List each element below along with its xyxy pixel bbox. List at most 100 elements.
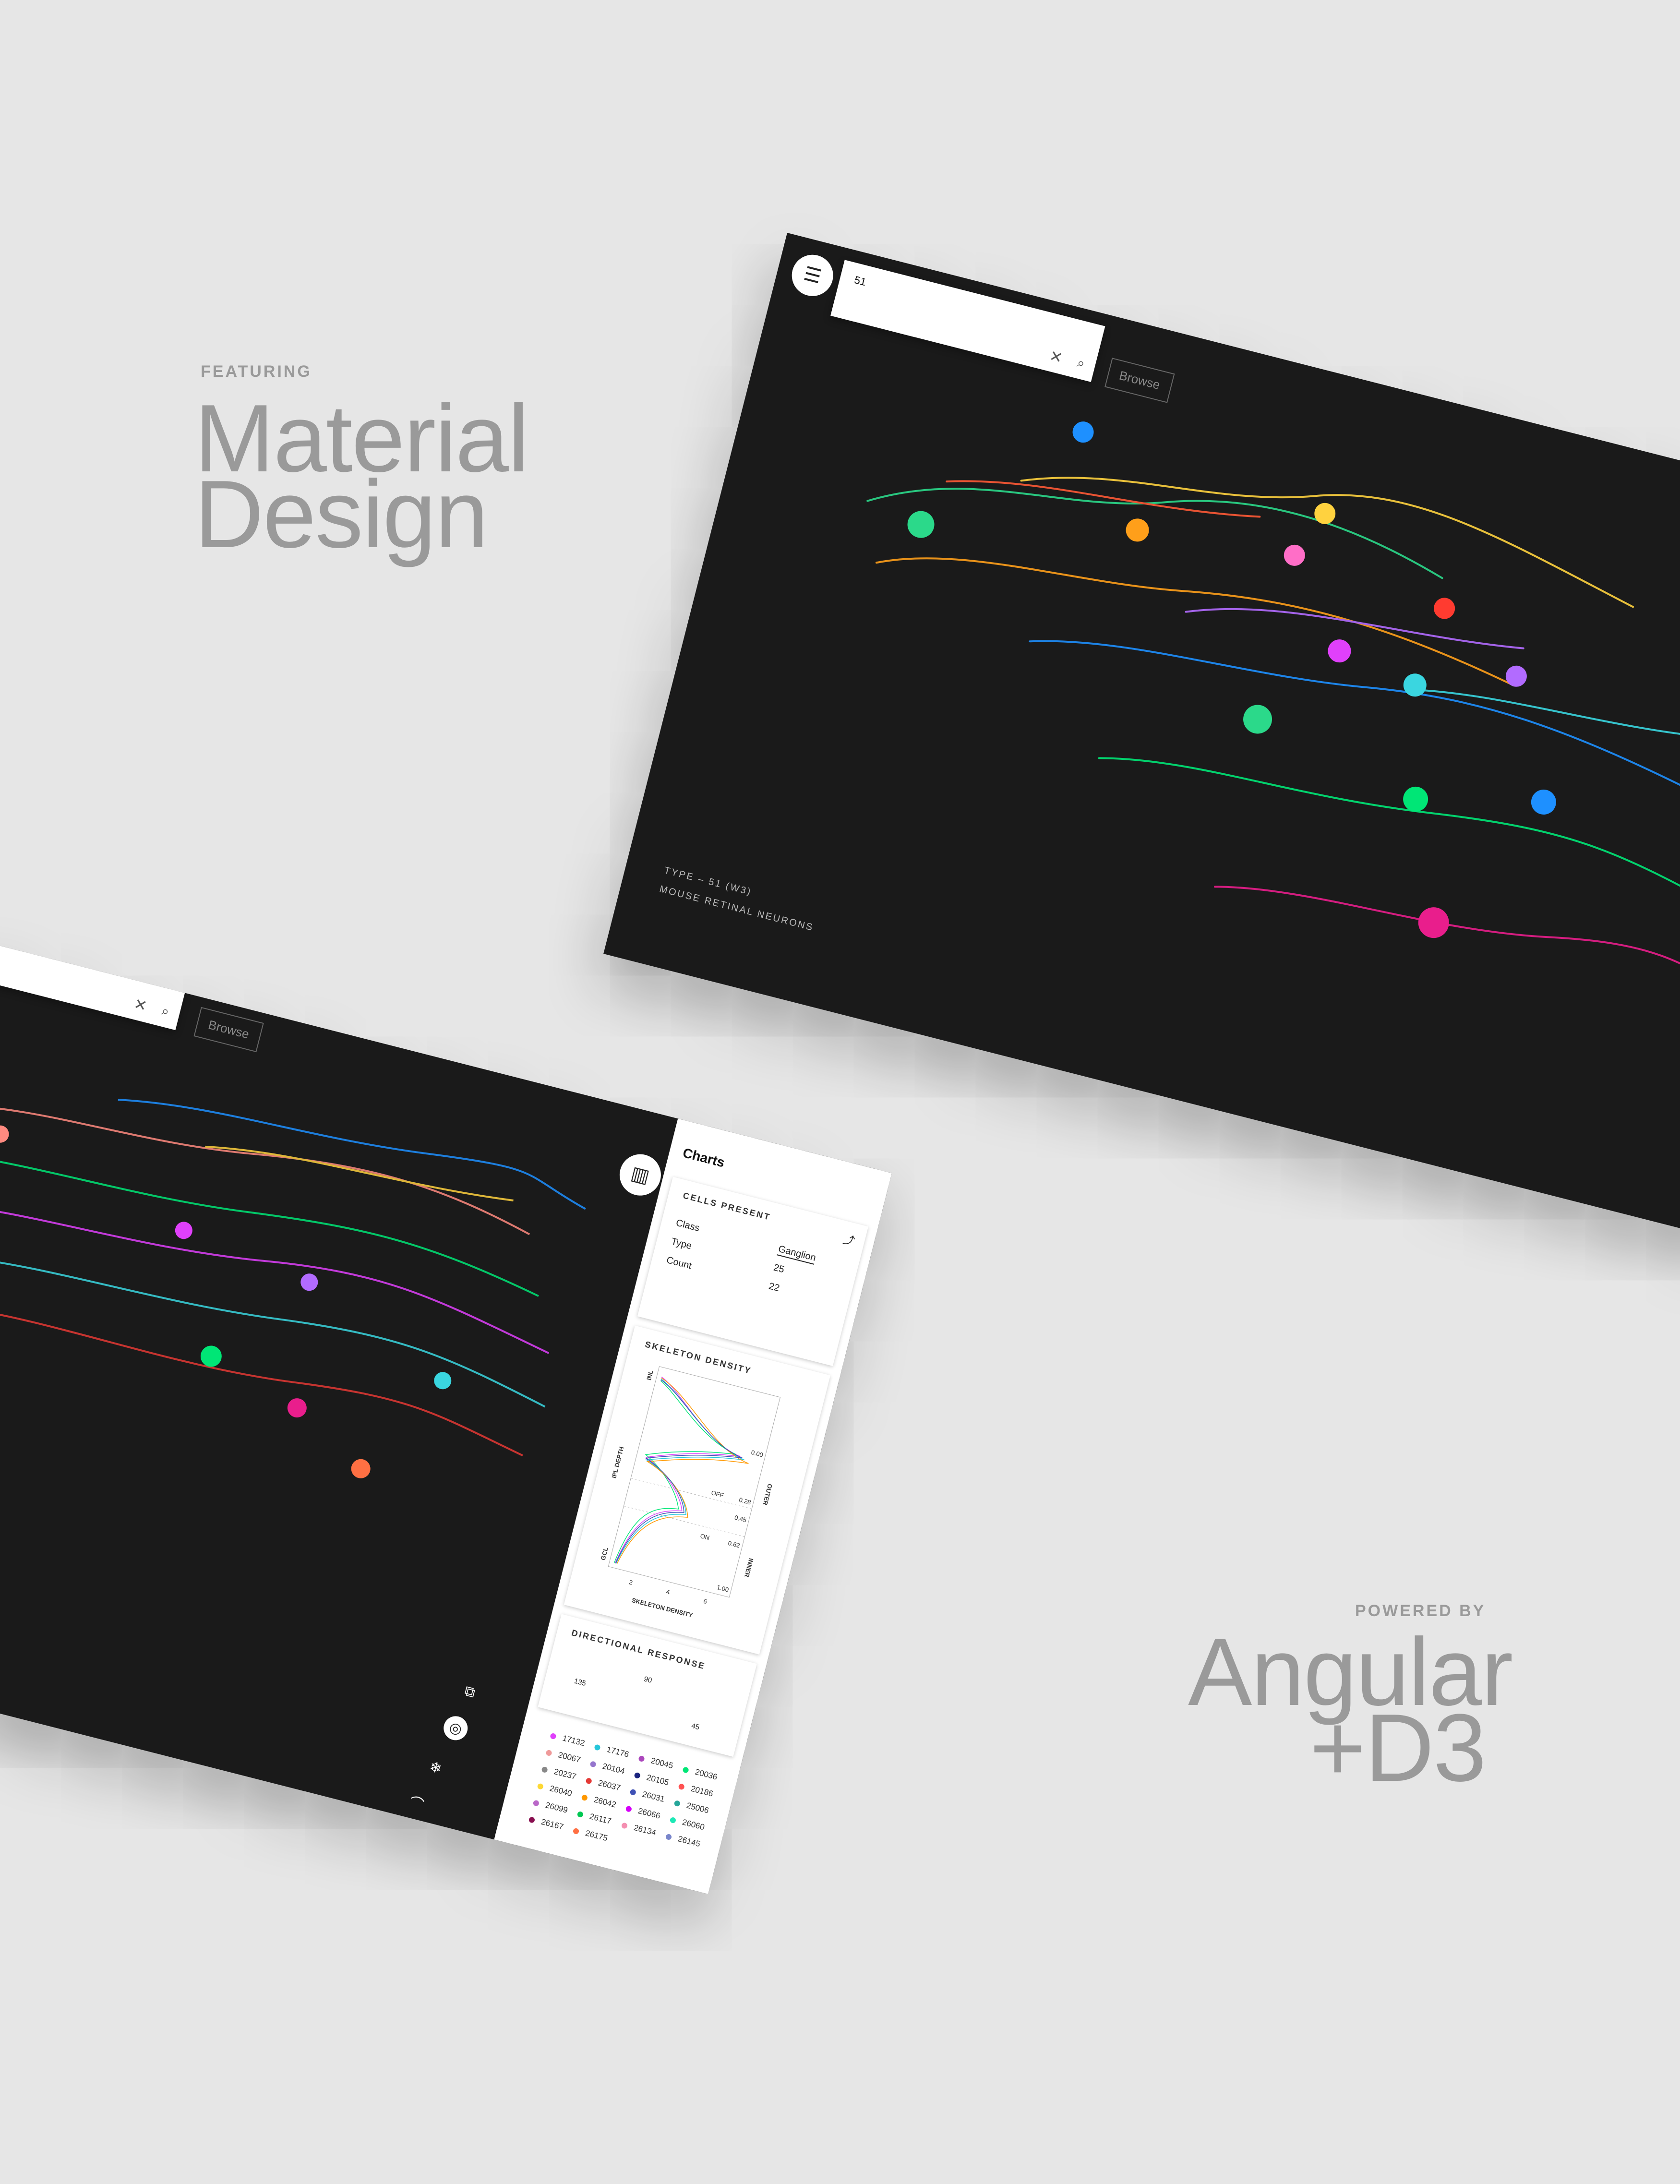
charts-title: Charts — [681, 1145, 727, 1170]
search-input-value[interactable]: 51 — [853, 274, 868, 288]
legend-swatch — [545, 1749, 552, 1756]
legend-label: 26060 — [681, 1817, 706, 1832]
search-icon[interactable]: ⌕ — [160, 1003, 171, 1020]
gcl-label: GCL — [599, 1547, 609, 1561]
inner-label: INNER — [743, 1558, 755, 1578]
legend-item[interactable]: 26031 — [629, 1787, 666, 1804]
legend-item[interactable]: 20036 — [682, 1764, 719, 1782]
class-value[interactable]: Ganglion — [777, 1243, 817, 1265]
legend-item[interactable]: 26117 — [576, 1809, 612, 1826]
legend-label: 20067 — [557, 1750, 582, 1765]
legend-label: 20186 — [690, 1784, 714, 1799]
ipl-depth-label: IPL DEPTH — [610, 1446, 625, 1479]
legend-label: 17132 — [561, 1733, 586, 1748]
legend-item[interactable]: 20104 — [589, 1758, 626, 1776]
legend-swatch — [678, 1783, 685, 1790]
legend-item[interactable]: 26040 — [537, 1781, 573, 1799]
powered-title-line1: Angular — [1188, 1619, 1513, 1726]
x-tick-2: 2 — [628, 1578, 634, 1586]
legend-label: 26066 — [637, 1806, 661, 1821]
legend-item[interactable]: 26037 — [585, 1775, 622, 1793]
legend-swatch — [625, 1805, 633, 1812]
legend-item[interactable]: 26134 — [621, 1820, 657, 1837]
bar-chart-icon: ▥ — [629, 1162, 652, 1188]
legend-item[interactable]: 20186 — [678, 1781, 714, 1799]
legend-item[interactable]: 20067 — [545, 1747, 581, 1765]
legend-label: 26042 — [593, 1795, 617, 1810]
powered-title: Angular +D3 — [1188, 1619, 1513, 1796]
close-icon[interactable]: ✕ — [132, 995, 149, 1015]
y-tick-1: 0.28 — [738, 1496, 752, 1506]
legend-swatch — [669, 1816, 677, 1824]
export-icon[interactable]: ⤴ — [841, 1233, 856, 1248]
legend-item[interactable]: 17176 — [593, 1741, 630, 1759]
inl-label: INL — [645, 1369, 655, 1381]
featuring-title-line1: Material — [194, 385, 529, 492]
search-icon[interactable]: ⌕ — [1075, 355, 1087, 372]
legend-label: 26117 — [588, 1812, 612, 1826]
legend-label: 26175 — [584, 1828, 609, 1843]
legend-swatch — [550, 1732, 557, 1740]
close-icon[interactable]: ✕ — [1047, 347, 1065, 367]
y-tick-3: 0.62 — [727, 1539, 741, 1549]
legend-label: 20045 — [649, 1756, 674, 1771]
legend-item[interactable]: 25006 — [673, 1798, 710, 1815]
featuring-title-line2: Design — [194, 461, 489, 568]
type-value: 25 — [772, 1262, 786, 1275]
legend-label: 26145 — [677, 1834, 701, 1849]
angle-45: 45 — [690, 1721, 701, 1732]
legend-swatch — [532, 1799, 540, 1807]
legend-swatch — [541, 1766, 549, 1773]
legend-swatch — [537, 1782, 544, 1790]
legend-item[interactable]: 26175 — [572, 1825, 609, 1843]
legend-swatch — [673, 1800, 681, 1807]
hamburger-icon: ☰ — [801, 263, 824, 288]
neuron-render[interactable] — [603, 233, 1680, 1238]
legend-item[interactable]: 26099 — [532, 1797, 569, 1815]
count-label: Count — [665, 1255, 693, 1272]
legend-label: 26040 — [549, 1783, 573, 1799]
legend-label: 20105 — [646, 1773, 670, 1788]
legend-label: 20104 — [601, 1761, 626, 1776]
charts-screen: ✕ ⌕ Browse ⧉ ◎ ❄ ⌒ ▥ Charts CELLS PRESEN… — [0, 936, 892, 1894]
legend-swatch — [581, 1794, 588, 1801]
legend-swatch — [621, 1822, 628, 1829]
class-label: Class — [674, 1217, 701, 1234]
charts-panel: Charts CELLS PRESENT ⤴ Class Type Count … — [494, 1118, 892, 1894]
legend-item[interactable]: 26145 — [665, 1831, 701, 1849]
angle-90: 90 — [643, 1675, 653, 1685]
off-label: OFF — [710, 1489, 724, 1499]
legend-item[interactable]: 26042 — [581, 1792, 617, 1810]
legend-item[interactable]: 26060 — [669, 1814, 706, 1832]
powered-eyebrow: POWERED BY — [1355, 1602, 1486, 1620]
outer-label: OUTER — [761, 1483, 774, 1506]
legend-item[interactable]: 26066 — [625, 1803, 661, 1821]
legend-item[interactable]: 17132 — [549, 1730, 586, 1748]
angle-135: 135 — [573, 1677, 587, 1688]
y-tick-4: 1.00 — [716, 1584, 730, 1594]
legend-swatch — [638, 1755, 645, 1762]
skeleton-density-card: SKELETON DENSITY INL GCL IPL DEPTH SKELE… — [564, 1325, 830, 1655]
legend-item[interactable]: 20237 — [541, 1764, 577, 1782]
legend-swatch — [634, 1772, 641, 1779]
legend-label: 25006 — [685, 1800, 710, 1815]
legend-item[interactable]: 20045 — [637, 1753, 674, 1771]
legend-swatch — [682, 1766, 690, 1774]
cells-present-heading: CELLS PRESENT — [682, 1190, 772, 1223]
legend-label: 20237 — [553, 1767, 577, 1782]
neuron-viewer-screen: ☰ 51 ✕ ⌕ Browse TYPE – 51 (W3) MOUSE RET… — [603, 233, 1680, 1238]
legend-label: 17176 — [605, 1744, 630, 1759]
legend-label: 26134 — [633, 1823, 657, 1837]
legend-label: 26037 — [597, 1778, 622, 1793]
legend-label: 20036 — [694, 1767, 719, 1782]
legend-swatch — [589, 1760, 597, 1768]
y-tick-0: 0.00 — [750, 1449, 764, 1459]
skeleton-density-x-label: SKELETON DENSITY — [631, 1596, 693, 1619]
legend-item[interactable]: 26167 — [528, 1814, 564, 1832]
legend-label: 26167 — [540, 1817, 564, 1832]
skeleton-density-chart[interactable]: INL GCL IPL DEPTH SKELETON DENSITY 2 4 6… — [565, 1349, 824, 1650]
featuring-eyebrow: FEATURING — [201, 362, 312, 381]
featuring-title: Material Design — [194, 385, 529, 568]
neuron-render-2[interactable] — [0, 936, 660, 1835]
legend-item[interactable]: 20105 — [634, 1770, 670, 1788]
